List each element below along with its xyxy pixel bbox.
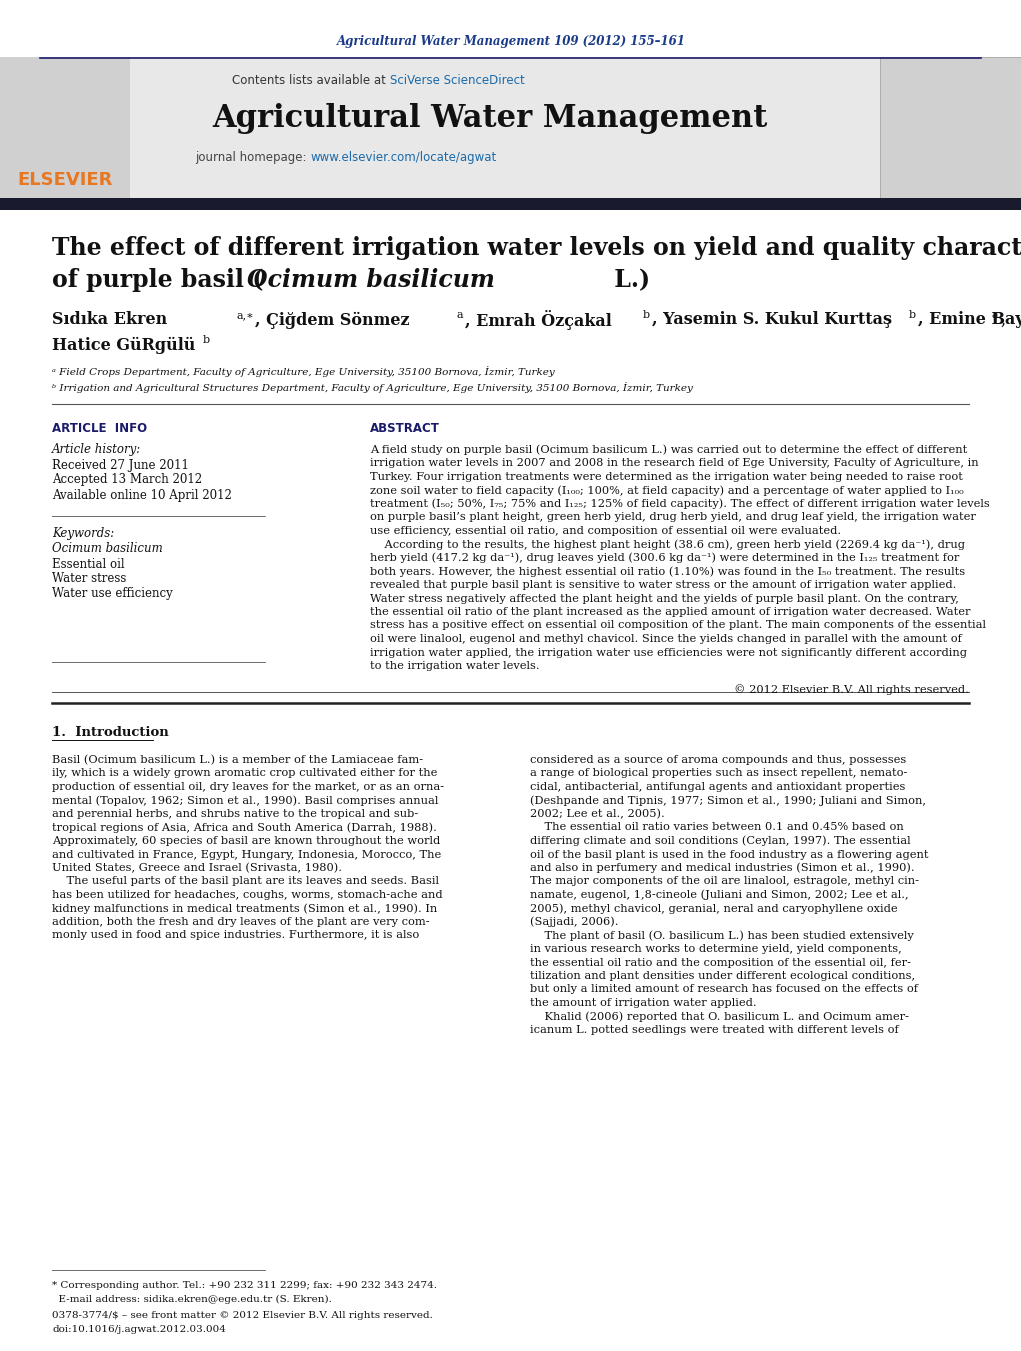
Text: Water use efficiency: Water use efficiency <box>52 588 173 600</box>
Text: monly used in food and spice industries. Furthermore, it is also: monly used in food and spice industries.… <box>52 931 420 940</box>
Text: 2002; Lee et al., 2005).: 2002; Lee et al., 2005). <box>530 809 665 819</box>
Text: ABSTRACT: ABSTRACT <box>370 422 440 435</box>
Text: on purple basil’s plant height, green herb yield, drug herb yield, and drug leaf: on purple basil’s plant height, green he… <box>370 512 976 523</box>
Text: (Sajjadi, 2006).: (Sajjadi, 2006). <box>530 917 619 927</box>
Text: ily, which is a widely grown aromatic crop cultivated either for the: ily, which is a widely grown aromatic cr… <box>52 769 437 778</box>
Text: The plant of basil (O. basilicum L.) has been studied extensively: The plant of basil (O. basilicum L.) has… <box>530 931 914 940</box>
Text: Agricultural Water Management: Agricultural Water Management <box>212 103 768 134</box>
Text: L.): L.) <box>606 267 650 292</box>
Text: According to the results, the highest plant height (38.6 cm), green herb yield (: According to the results, the highest pl… <box>370 539 965 550</box>
Text: has been utilized for headaches, coughs, worms, stomach-ache and: has been utilized for headaches, coughs,… <box>52 890 443 900</box>
Text: but only a limited amount of research has focused on the effects of: but only a limited amount of research ha… <box>530 985 918 994</box>
Text: SciVerse ScienceDirect: SciVerse ScienceDirect <box>390 73 525 86</box>
Text: oil were linalool, eugenol and methyl chavicol. Since the yields changed in para: oil were linalool, eugenol and methyl ch… <box>370 634 962 644</box>
Text: kidney malfunctions in medical treatments (Simon et al., 1990). In: kidney malfunctions in medical treatment… <box>52 904 437 913</box>
Text: a range of biological properties such as insect repellent, nemato-: a range of biological properties such as… <box>530 769 908 778</box>
Text: ELSEVIER: ELSEVIER <box>17 172 112 189</box>
Text: mental (Topalov, 1962; Simon et al., 1990). Basil comprises annual: mental (Topalov, 1962; Simon et al., 199… <box>52 796 438 805</box>
Text: tilization and plant densities under different ecological conditions,: tilization and plant densities under dif… <box>530 971 915 981</box>
Text: Article history:: Article history: <box>52 443 141 457</box>
Text: considered as a source of aroma compounds and thus, possesses: considered as a source of aroma compound… <box>530 755 907 765</box>
Text: oil of the basil plant is used in the food industry as a flowering agent: oil of the basil plant is used in the fo… <box>530 850 928 859</box>
Text: Contents lists available at: Contents lists available at <box>233 73 390 86</box>
Text: Water stress: Water stress <box>52 573 127 585</box>
Text: Received 27 June 2011: Received 27 June 2011 <box>52 458 189 471</box>
Text: Hatice GüRgülü: Hatice GüRgülü <box>52 336 195 354</box>
Text: Approximately, 60 species of basil are known throughout the world: Approximately, 60 species of basil are k… <box>52 836 440 846</box>
Text: the amount of irrigation water applied.: the amount of irrigation water applied. <box>530 998 757 1008</box>
Text: both years. However, the highest essential oil ratio (1.10%) was found in the I₅: both years. However, the highest essenti… <box>370 566 965 577</box>
Text: * Corresponding author. Tel.: +90 232 311 2299; fax: +90 232 343 2474.: * Corresponding author. Tel.: +90 232 31… <box>52 1281 437 1289</box>
Text: treatment (I₅₀; 50%, I₇₅; 75% and I₁₂₅; 125% of field capacity). The effect of d: treatment (I₅₀; 50%, I₇₅; 75% and I₁₂₅; … <box>370 499 989 509</box>
Text: E-mail address: sidika.ekren@ege.edu.tr (S. Ekren).: E-mail address: sidika.ekren@ege.edu.tr … <box>52 1294 332 1304</box>
FancyBboxPatch shape <box>0 57 130 200</box>
Text: ᵃ Field Crops Department, Faculty of Agriculture, Ege University, 35100 Bornova,: ᵃ Field Crops Department, Faculty of Agr… <box>52 366 554 377</box>
Text: a: a <box>456 309 463 320</box>
Text: Agricultural Water Management 109 (2012) 155–161: Agricultural Water Management 109 (2012)… <box>337 35 685 49</box>
Text: The useful parts of the basil plant are its leaves and seeds. Basil: The useful parts of the basil plant are … <box>52 877 439 886</box>
Text: A field study on purple basil (Ocimum basilicum L.) was carried out to determine: A field study on purple basil (Ocimum ba… <box>370 444 967 455</box>
Text: b: b <box>909 309 916 320</box>
Text: in various research works to determine yield, yield components,: in various research works to determine y… <box>530 944 902 954</box>
Text: , Yasemin S. Kukul Kurttaş: , Yasemin S. Kukul Kurttaş <box>652 312 892 328</box>
Text: 2005), methyl chavicol, geranial, neral and caryophyllene oxide: 2005), methyl chavicol, geranial, neral … <box>530 904 897 913</box>
Text: The major components of the oil are linalool, estragole, methyl cin-: The major components of the oil are lina… <box>530 877 919 886</box>
Text: and cultivated in France, Egypt, Hungary, Indonesia, Morocco, The: and cultivated in France, Egypt, Hungary… <box>52 850 441 859</box>
Text: Sıdıka Ekren: Sıdıka Ekren <box>52 312 167 328</box>
Text: The essential oil ratio varies between 0.1 and 0.45% based on: The essential oil ratio varies between 0… <box>530 823 904 832</box>
Text: Basil (Ocimum basilicum L.) is a member of the Lamiaceae fam-: Basil (Ocimum basilicum L.) is a member … <box>52 755 423 765</box>
Text: use efficiency, essential oil ratio, and composition of essential oil were evalu: use efficiency, essential oil ratio, and… <box>370 526 841 536</box>
Text: Ocimum basilicum: Ocimum basilicum <box>52 543 162 555</box>
Text: and also in perfumery and medical industries (Simon et al., 1990).: and also in perfumery and medical indust… <box>530 863 915 873</box>
Text: zone soil water to field capacity (I₁₀₀; 100%, at field capacity) and a percenta: zone soil water to field capacity (I₁₀₀;… <box>370 485 964 496</box>
Text: ᵇ Irrigation and Agricultural Structures Department, Faculty of Agriculture, Ege: ᵇ Irrigation and Agricultural Structures… <box>52 382 693 393</box>
Text: b: b <box>643 309 650 320</box>
Text: icanum L. potted seedlings were treated with different levels of: icanum L. potted seedlings were treated … <box>530 1025 898 1035</box>
Text: United States, Greece and Israel (Srivasta, 1980).: United States, Greece and Israel (Srivas… <box>52 863 342 873</box>
FancyBboxPatch shape <box>880 57 1021 200</box>
Text: a,∗: a,∗ <box>236 309 254 320</box>
Text: www.elsevier.com/locate/agwat: www.elsevier.com/locate/agwat <box>310 151 496 165</box>
Text: revealed that purple basil plant is sensitive to water stress or the amount of i: revealed that purple basil plant is sens… <box>370 580 957 590</box>
Text: differing climate and soil conditions (Ceylan, 1997). The essential: differing climate and soil conditions (C… <box>530 836 911 846</box>
Text: 0378-3774/$ – see front matter © 2012 Elsevier B.V. All rights reserved.: 0378-3774/$ – see front matter © 2012 El… <box>52 1312 433 1320</box>
Text: ARTICLE  INFO: ARTICLE INFO <box>52 422 147 435</box>
Text: irrigation water applied, the irrigation water use efficiencies were not signifi: irrigation water applied, the irrigation… <box>370 647 967 658</box>
Text: production of essential oil, dry leaves for the market, or as an orna-: production of essential oil, dry leaves … <box>52 782 444 792</box>
Text: The effect of different irrigation water levels on yield and quality characteris: The effect of different irrigation water… <box>52 236 1021 259</box>
Text: a: a <box>991 309 998 320</box>
Text: the essential oil ratio of the plant increased as the applied amount of irrigati: the essential oil ratio of the plant inc… <box>370 607 971 617</box>
Text: irrigation water levels in 2007 and 2008 in the research field of Ege University: irrigation water levels in 2007 and 2008… <box>370 458 978 469</box>
Text: addition, both the fresh and dry leaves of the plant are very com-: addition, both the fresh and dry leaves … <box>52 917 430 927</box>
Text: namate, eugenol, 1,8-cineole (Juliani and Simon, 2002; Lee et al.,: namate, eugenol, 1,8-cineole (Juliani an… <box>530 890 909 900</box>
Text: Khalid (2006) reported that O. basilicum L. and Ocimum amer-: Khalid (2006) reported that O. basilicum… <box>530 1011 909 1021</box>
Text: the essential oil ratio and the composition of the essential oil, fer-: the essential oil ratio and the composit… <box>530 958 911 967</box>
Text: Water stress negatively affected the plant height and the yields of purple basil: Water stress negatively affected the pla… <box>370 593 959 604</box>
Text: tropical regions of Asia, Africa and South America (Darrah, 1988).: tropical regions of Asia, Africa and Sou… <box>52 823 437 832</box>
Text: , Emrah Özçakal: , Emrah Özçakal <box>465 309 612 330</box>
Text: Essential oil: Essential oil <box>52 558 125 570</box>
Text: 1.  Introduction: 1. Introduction <box>52 725 168 739</box>
Text: and perennial herbs, and shrubs native to the tropical and sub-: and perennial herbs, and shrubs native t… <box>52 809 419 819</box>
Text: doi:10.1016/j.agwat.2012.03.004: doi:10.1016/j.agwat.2012.03.004 <box>52 1325 226 1335</box>
Text: of purple basil (: of purple basil ( <box>52 267 263 292</box>
Text: Turkey. Four irrigation treatments were determined as the irrigation water being: Turkey. Four irrigation treatments were … <box>370 471 963 482</box>
Text: (Deshpande and Tipnis, 1977; Simon et al., 1990; Juliani and Simon,: (Deshpande and Tipnis, 1977; Simon et al… <box>530 796 926 805</box>
Text: herb yield (417.2 kg da⁻¹), drug leaves yield (300.6 kg da⁻¹) were determined in: herb yield (417.2 kg da⁻¹), drug leaves … <box>370 553 960 563</box>
Text: b: b <box>203 335 210 345</box>
Text: journal homepage:: journal homepage: <box>195 151 310 165</box>
Text: Accepted 13 March 2012: Accepted 13 March 2012 <box>52 473 202 486</box>
Text: Keywords:: Keywords: <box>52 527 114 539</box>
Text: Ocimum basilicum: Ocimum basilicum <box>247 267 495 292</box>
Text: , Emine Bayram: , Emine Bayram <box>918 312 1021 328</box>
Text: ,: , <box>1000 312 1005 328</box>
Text: © 2012 Elsevier B.V. All rights reserved.: © 2012 Elsevier B.V. All rights reserved… <box>734 684 969 694</box>
Text: cidal, antibacterial, antifungal agents and antioxidant properties: cidal, antibacterial, antifungal agents … <box>530 782 906 792</box>
FancyBboxPatch shape <box>0 199 1021 209</box>
FancyBboxPatch shape <box>0 57 1021 200</box>
Text: to the irrigation water levels.: to the irrigation water levels. <box>370 661 540 671</box>
Text: Available online 10 April 2012: Available online 10 April 2012 <box>52 489 232 501</box>
Text: stress has a positive effect on essential oil composition of the plant. The main: stress has a positive effect on essentia… <box>370 620 986 631</box>
Text: , Çiğdem Sönmez: , Çiğdem Sönmez <box>255 312 409 328</box>
